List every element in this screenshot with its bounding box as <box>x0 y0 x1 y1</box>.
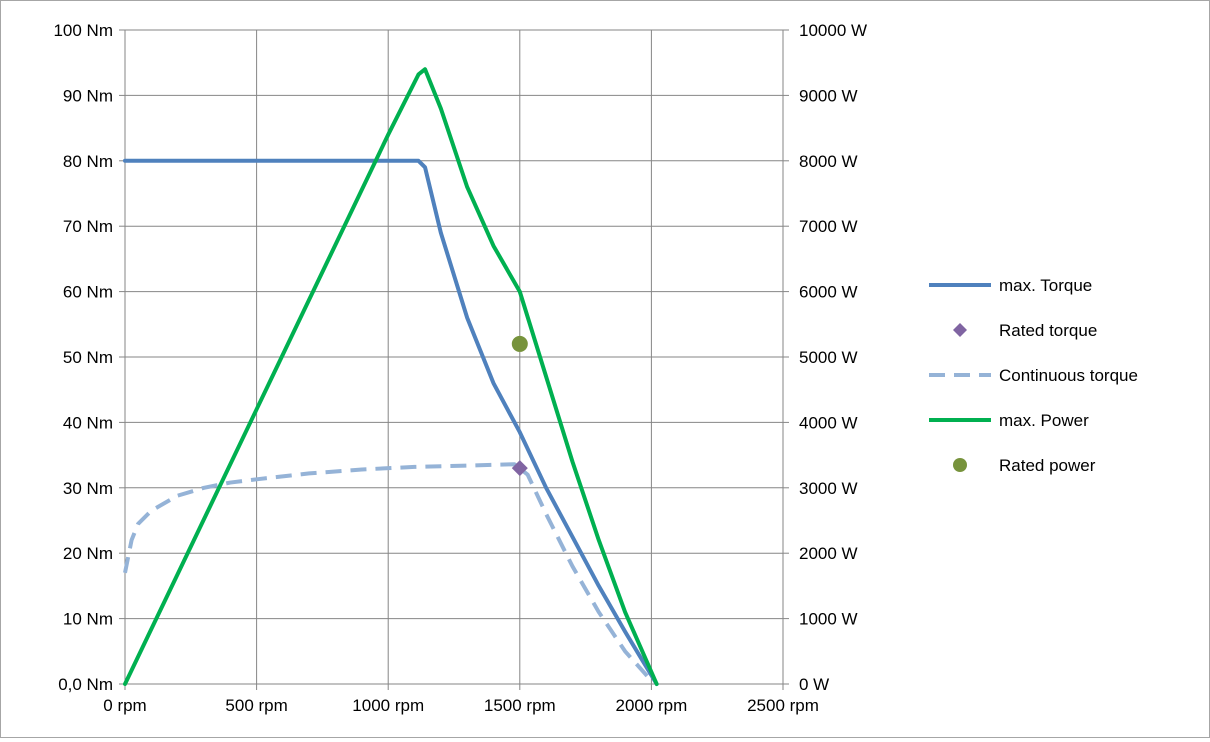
y2-tick-label: 6000 W <box>799 283 858 302</box>
y2-tick-label: 7000 W <box>799 217 858 236</box>
x-tick-label: 500 rpm <box>225 696 287 715</box>
y2-tick-label: 2000 W <box>799 544 858 563</box>
y2-tick-label: 5000 W <box>799 348 858 367</box>
max-torque-line <box>123 158 659 686</box>
y-tick-label: 0,0 Nm <box>58 675 113 694</box>
y2-tick-label: 0 W <box>799 675 829 694</box>
y-tick-label: 20 Nm <box>63 544 113 563</box>
y-tick-label: 70 Nm <box>63 217 113 236</box>
x-tick-label: 0 rpm <box>103 696 146 715</box>
y-tick-label: 90 Nm <box>63 86 113 105</box>
y2-tick-label: 8000 W <box>799 152 858 171</box>
y-tick-label: 40 Nm <box>63 413 113 432</box>
legend-label-max-power: max. Power <box>999 411 1089 430</box>
y-tick-label: 80 Nm <box>63 152 113 171</box>
y-tick-label: 100 Nm <box>53 21 113 40</box>
legend-label-max-torque: max. Torque <box>999 276 1092 295</box>
continuous-torque-line <box>123 462 653 683</box>
y2-tick-label: 10000 W <box>799 21 867 40</box>
legend-swatch-rated-torque <box>953 323 967 337</box>
x-tick-label: 2000 rpm <box>615 696 687 715</box>
x-tick-label: 1500 rpm <box>484 696 556 715</box>
x-tick-label: 2500 rpm <box>747 696 819 715</box>
legend-label-rated-power: Rated power <box>999 456 1096 475</box>
y-tick-label: 10 Nm <box>63 610 113 629</box>
legend-label-continuous-torque: Continuous torque <box>999 366 1138 385</box>
y-tick-label: 30 Nm <box>63 479 113 498</box>
rated-torque-point <box>511 460 528 477</box>
y-tick-label: 60 Nm <box>63 283 113 302</box>
y2-tick-label: 3000 W <box>799 479 858 498</box>
rated-power-point <box>511 335 528 352</box>
y2-tick-label: 4000 W <box>799 413 858 432</box>
legend-swatch-rated-power <box>953 458 967 472</box>
max-power-line <box>123 67 659 686</box>
x-tick-label: 1000 rpm <box>352 696 424 715</box>
y-tick-label: 50 Nm <box>63 348 113 367</box>
y2-tick-label: 1000 W <box>799 610 858 629</box>
y2-tick-label: 9000 W <box>799 86 858 105</box>
legend-label-rated-torque: Rated torque <box>999 321 1097 340</box>
